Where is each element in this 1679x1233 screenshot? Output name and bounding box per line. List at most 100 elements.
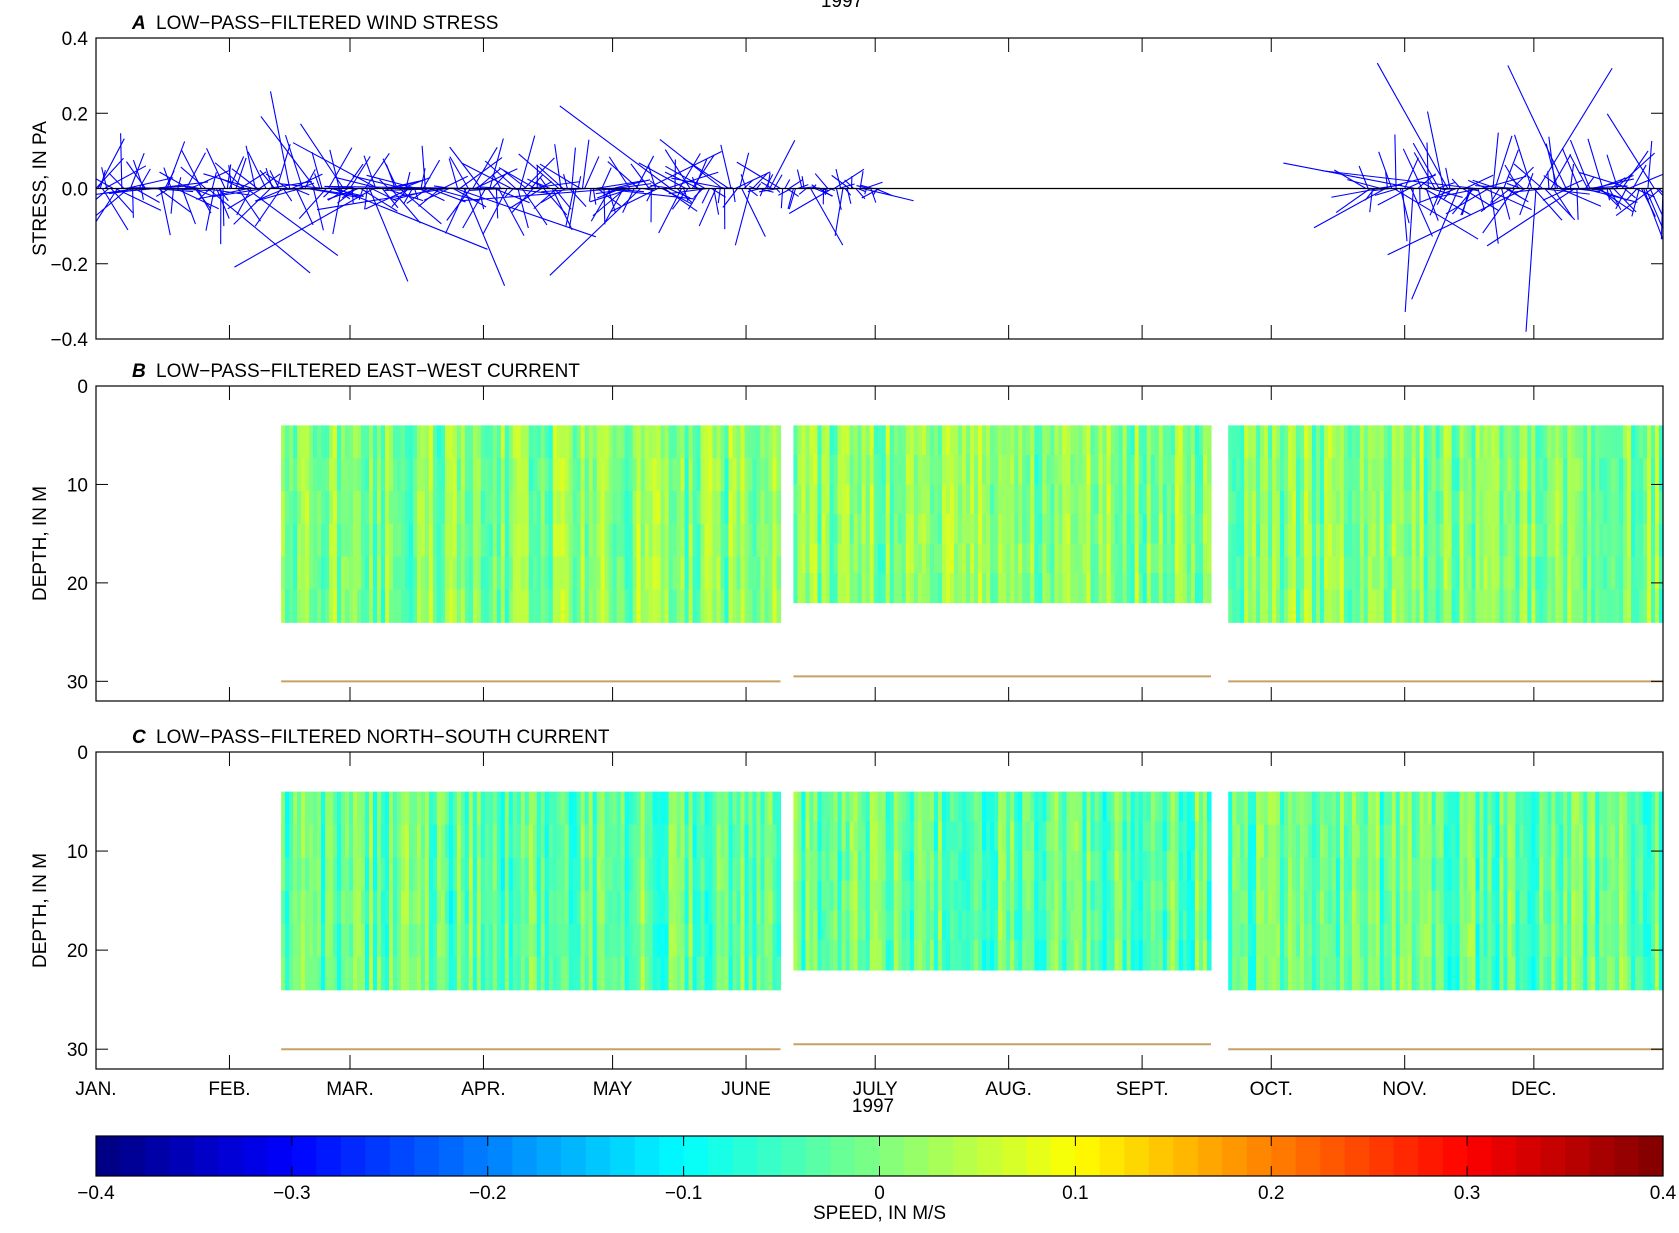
current-cell — [544, 556, 550, 591]
wind-stick — [1548, 136, 1556, 189]
current-cell — [962, 454, 967, 486]
current-cell — [986, 940, 991, 971]
current-cell — [1495, 491, 1501, 525]
current-cell — [861, 821, 867, 852]
current-cell — [1491, 923, 1497, 958]
current-cell — [628, 556, 634, 591]
current-cell — [1252, 556, 1257, 591]
current-cell — [488, 458, 494, 492]
current-cell — [736, 458, 742, 492]
wind-stick — [740, 174, 747, 189]
current-cell — [1062, 484, 1068, 515]
current-cell — [1300, 425, 1305, 459]
current-cell — [1094, 484, 1100, 515]
current-cell — [1288, 589, 1293, 623]
wind-stick — [254, 187, 286, 202]
current-cell — [998, 880, 1003, 912]
current-cell — [357, 458, 362, 492]
current-cell — [1587, 458, 1592, 492]
current-cell — [1319, 458, 1325, 492]
current-cell — [353, 923, 358, 958]
current-cell — [496, 458, 502, 492]
current-cell — [444, 857, 450, 892]
current-cell — [1607, 458, 1612, 492]
current-cell — [656, 523, 662, 558]
current-cell — [1034, 513, 1039, 545]
current-cell — [436, 890, 442, 925]
current-cell — [893, 851, 899, 882]
current-cell — [496, 824, 502, 859]
current-cell — [640, 923, 646, 958]
wind-stick — [472, 147, 498, 189]
current-cell — [1427, 791, 1433, 826]
current-cell — [1046, 910, 1051, 941]
current-cell — [612, 425, 618, 459]
current-cell — [736, 589, 742, 623]
current-cell — [1643, 491, 1648, 525]
current-cell — [396, 956, 402, 991]
current-cell — [1194, 851, 1200, 882]
current-cell — [845, 543, 851, 574]
current-cell — [837, 454, 843, 486]
current-cell — [1300, 824, 1305, 859]
current-cell — [970, 454, 975, 486]
current-cell — [825, 513, 831, 545]
current-cell — [1639, 956, 1644, 991]
current-cell — [1487, 556, 1493, 591]
current-cell — [1451, 890, 1457, 925]
current-cell — [1407, 857, 1413, 892]
current-cell — [293, 425, 298, 459]
current-cell — [1054, 880, 1060, 912]
current-cell — [504, 458, 510, 492]
current-cell — [704, 857, 710, 892]
current-cell — [349, 890, 354, 925]
current-cell — [1499, 857, 1505, 892]
current-cell — [1154, 513, 1160, 545]
current-cell — [556, 857, 562, 892]
current-cell — [865, 484, 871, 515]
current-cell — [1138, 791, 1144, 822]
current-cell — [1327, 556, 1333, 591]
current-cell — [1074, 910, 1080, 941]
current-cell — [1379, 857, 1385, 892]
current-cell — [584, 890, 590, 925]
current-cell — [756, 523, 762, 558]
current-cell — [620, 491, 626, 525]
current-cell — [1335, 523, 1341, 558]
current-cell — [1296, 791, 1301, 826]
current-cell — [460, 890, 466, 925]
current-cell — [809, 791, 815, 822]
current-cell — [760, 491, 766, 525]
current-cell — [1631, 890, 1636, 925]
current-cell — [1335, 890, 1341, 925]
wind-stick — [1399, 188, 1410, 224]
current-cell — [1515, 589, 1520, 623]
current-cell — [849, 573, 855, 604]
current-cell — [572, 857, 578, 892]
current-cell — [1288, 458, 1293, 492]
current-cell — [1146, 543, 1152, 574]
current-cell — [1475, 923, 1481, 958]
current-cell — [990, 484, 995, 515]
current-cell — [817, 940, 823, 971]
current-cell — [917, 573, 923, 604]
current-cell — [1367, 491, 1373, 525]
current-cell — [1276, 491, 1281, 525]
current-cell — [540, 857, 546, 892]
colorbar-swatch — [1418, 1136, 1444, 1176]
current-cell — [624, 791, 630, 826]
current-cell — [428, 824, 434, 859]
wind-stick — [796, 169, 803, 189]
current-cell — [776, 791, 782, 826]
current-cell — [1098, 513, 1104, 545]
current-cell — [448, 791, 454, 826]
current-cell — [1122, 851, 1128, 882]
current-cell — [404, 425, 410, 459]
current-cell — [1339, 791, 1345, 826]
wind-stick — [120, 133, 123, 189]
current-cell — [365, 857, 370, 892]
current-cell — [933, 851, 939, 882]
current-cell — [877, 910, 883, 941]
current-cell — [933, 880, 939, 912]
current-cell — [384, 556, 390, 591]
